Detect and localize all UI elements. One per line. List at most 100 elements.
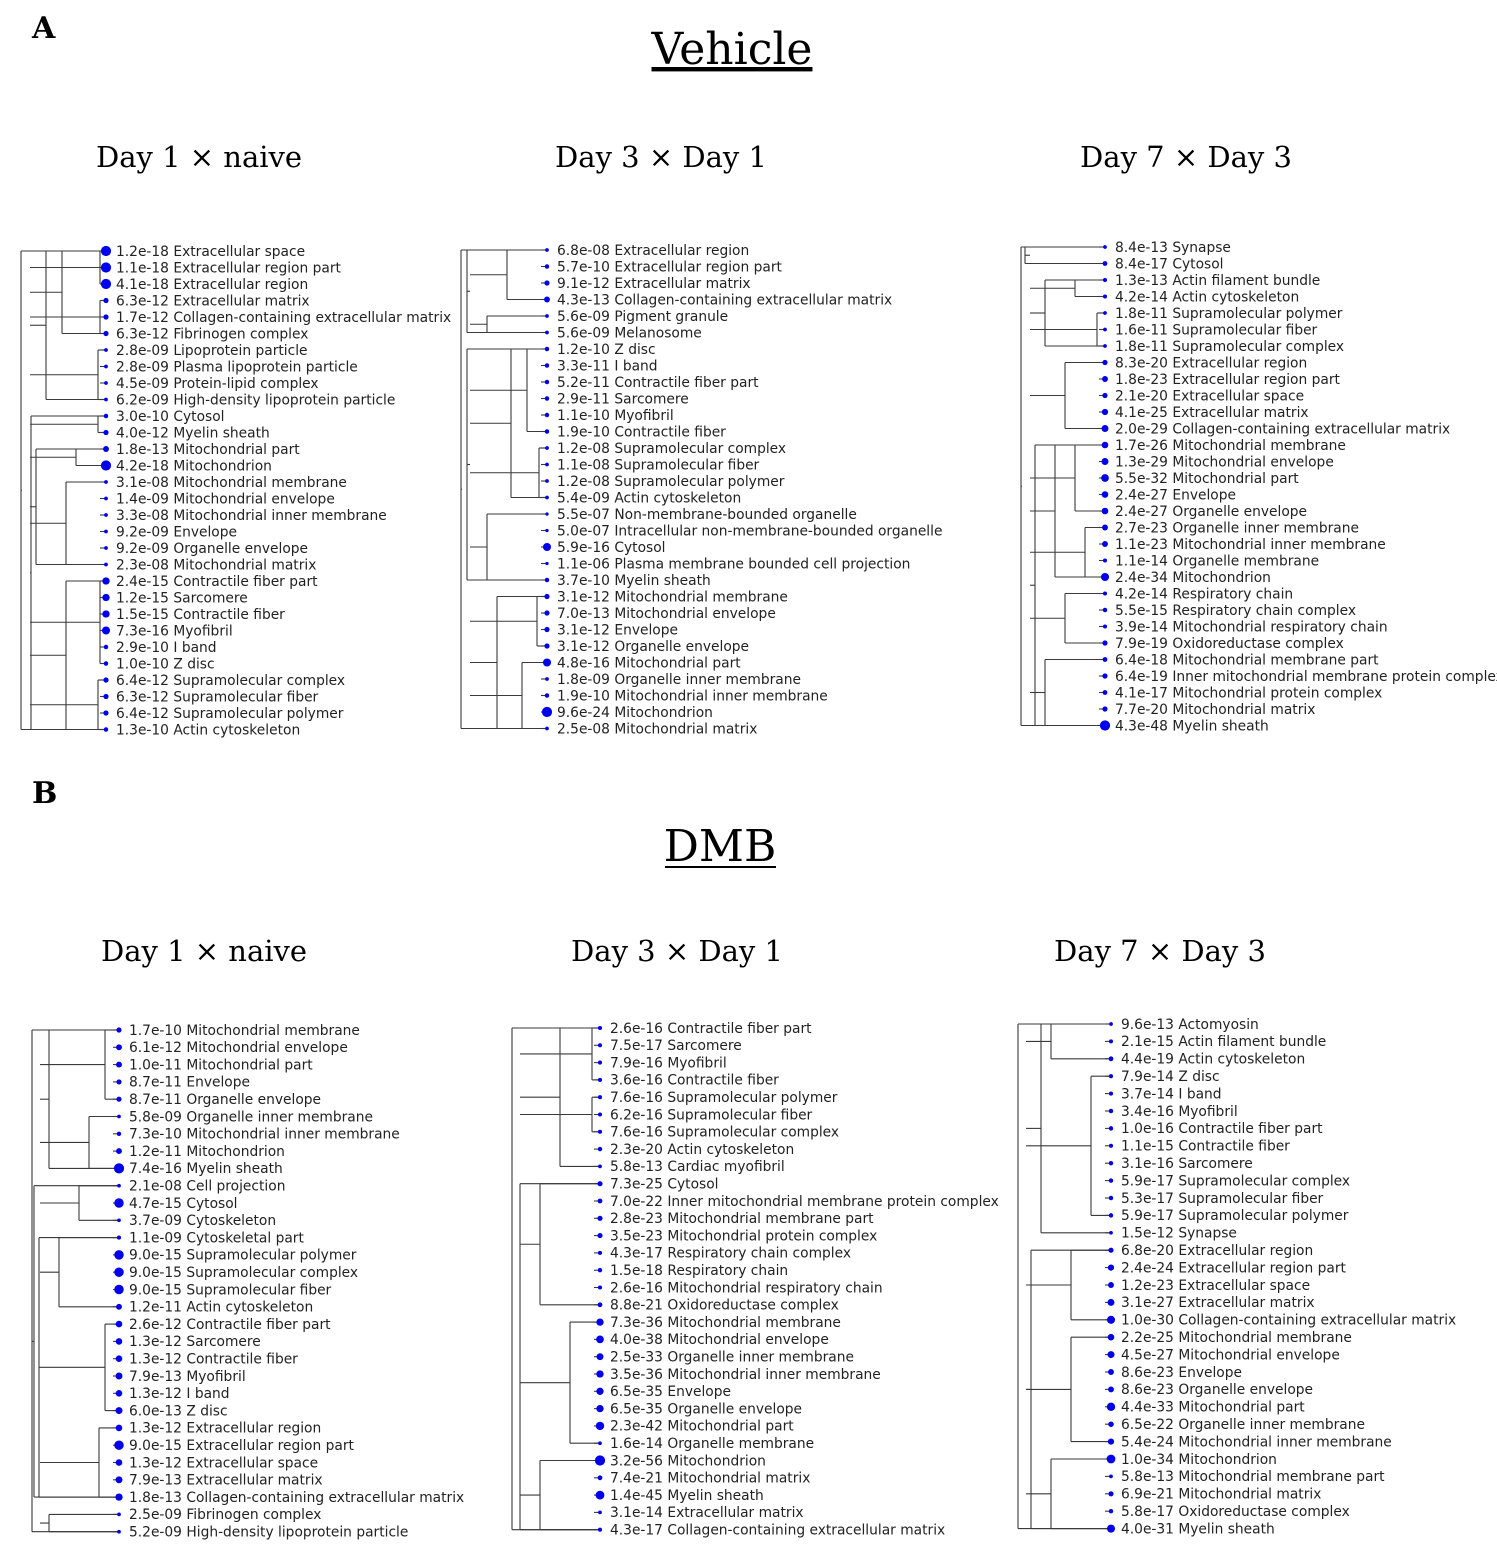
go-term-label: 2.4e-24 Extracellular region part — [1121, 1260, 1347, 1276]
significance-dot — [545, 330, 549, 335]
p-value: 2.4e-27 — [1115, 504, 1172, 520]
go-term-label: 1.1e-14 Organelle membrane — [1115, 553, 1319, 569]
go-term-name: Mitochondrial matrix — [1178, 1487, 1321, 1503]
significance-dot — [545, 314, 549, 318]
go-term-name: Collagen-containing extracellular matrix — [186, 1490, 464, 1506]
significance-dot — [1101, 474, 1109, 482]
significance-dot — [104, 397, 108, 402]
go-term-name: Supramolecular polymer — [1178, 1208, 1348, 1224]
go-term-label: 5.8e-17 Oxidoreductase complex — [1121, 1504, 1350, 1520]
significance-dot — [597, 1095, 603, 1100]
go-term-name: Lipoprotein particle — [173, 343, 307, 359]
p-value: 4.8e-16 — [557, 655, 614, 671]
go-term-name: Inner mitochondrial membrane protein com… — [1172, 669, 1497, 685]
significance-dot — [544, 346, 550, 352]
go-term-name: Mitochondrial membrane part — [1178, 1469, 1385, 1485]
go-term-name: Organelle envelope — [1172, 504, 1307, 520]
go-term-name: Contractile fiber part — [186, 1317, 331, 1333]
go-term-name: Supramolecular fiber — [667, 1107, 812, 1123]
p-value: 6.9e-21 — [1121, 1487, 1178, 1503]
go-term-label: 8.3e-20 Extracellular region — [1115, 355, 1307, 371]
significance-dot — [1108, 1369, 1114, 1375]
significance-dot — [1108, 1178, 1114, 1183]
significance-dot — [545, 446, 549, 450]
go-term-name: Plasma membrane bounded cell projection — [614, 556, 910, 572]
go-term-name: Contractile fiber — [614, 424, 726, 440]
p-value: 4.2e-14 — [1115, 289, 1172, 305]
go-term-label: 8.4e-13 Synapse — [1115, 240, 1231, 256]
significance-dot — [115, 1407, 123, 1415]
go-term-name: Synapse — [1178, 1226, 1237, 1242]
p-value: 3.0e-10 — [116, 409, 173, 425]
go-term-name: Collagen-containing extracellular matrix — [1172, 421, 1450, 437]
go-term-name: Extracellular region — [1172, 355, 1307, 371]
p-value: 9.2e-09 — [116, 524, 173, 540]
go-term-label: 7.9e-13 Extracellular matrix — [129, 1473, 323, 1489]
go-term-label: 1.9e-10 Mitochondrial inner membrane — [557, 688, 828, 704]
go-term-label: 5.2e-09 High-density lipoprotein particl… — [129, 1525, 408, 1541]
p-value: 4.4e-19 — [1121, 1052, 1178, 1068]
p-value: 2.9e-11 — [557, 391, 614, 407]
go-term-name: Myofibril — [667, 1055, 726, 1071]
p-value: 4.7e-15 — [129, 1196, 186, 1212]
significance-dot — [116, 1096, 122, 1102]
go-term-name: Sarcomere — [186, 1334, 260, 1350]
go-term-label: 3.7e-10 Myelin sheath — [557, 573, 711, 589]
significance-dot — [597, 1129, 603, 1134]
go-term-label: 1.4e-09 Mitochondrial envelope — [116, 491, 335, 507]
go-term-label: 4.5e-09 Protein-lipid complex — [116, 376, 319, 392]
go-term-name: Actin cytoskeleton — [1178, 1052, 1305, 1068]
significance-dot — [1108, 1126, 1114, 1131]
significance-dot — [595, 1421, 605, 1431]
go-term-label: 3.6e-16 Contractile fiber — [610, 1073, 779, 1089]
go-term-label: 3.4e-16 Myofibril — [1121, 1104, 1238, 1120]
go-term-label: 3.5e-36 Mitochondrial inner membrane — [610, 1367, 881, 1383]
go-term-name: Mitochondrion — [1178, 1452, 1277, 1468]
go-term-label: 2.6e-16 Contractile fiber part — [610, 1021, 812, 1037]
go-term-label: 2.8e-23 Mitochondrial membrane part — [610, 1211, 874, 1227]
go-term-name: Actin cytoskeleton — [667, 1142, 794, 1158]
significance-dot — [100, 278, 112, 290]
significance-dot — [1102, 359, 1108, 366]
p-value: 2.8e-23 — [610, 1211, 667, 1227]
significance-dot — [115, 1390, 123, 1397]
significance-dot — [1108, 1195, 1114, 1201]
significance-dot — [1099, 720, 1111, 731]
go-term-name: Mitochondrial protein complex — [667, 1228, 877, 1244]
go-term-label: 2.9e-10 I band — [116, 640, 217, 656]
go-term-name: Collagen-containing extracellular matrix — [173, 310, 451, 326]
go-term-name: Supramolecular complex — [1172, 339, 1344, 355]
go-term-name: Mitochondrial part — [186, 1057, 313, 1073]
go-term-name: Supramolecular polymer — [1172, 306, 1342, 322]
p-value: 6.8e-20 — [1121, 1243, 1178, 1259]
significance-dot — [116, 1027, 122, 1033]
go-term-label: 4.2e-14 Actin cytoskeleton — [1115, 289, 1299, 305]
go-term-label: 4.0e-31 Myelin sheath — [1121, 1521, 1275, 1537]
significance-dot — [104, 348, 108, 352]
go-term-name: Contractile fiber — [173, 607, 285, 623]
p-value: 1.9e-10 — [557, 424, 614, 440]
go-term-name: Mitochondrial envelope — [667, 1332, 828, 1348]
p-value: 3.5e-36 — [610, 1367, 667, 1383]
p-value: 8.6e-23 — [1121, 1365, 1178, 1381]
significance-dot — [597, 1146, 603, 1152]
go-term-name: Mitochondrial membrane — [186, 1023, 360, 1039]
significance-dot — [544, 296, 550, 303]
p-value: 1.3e-10 — [116, 722, 173, 738]
go-term-name: Melanosome — [614, 325, 701, 341]
go-term-label: 1.3e-13 Actin filament bundle — [1115, 273, 1320, 289]
go-term-name: Envelope — [173, 524, 237, 540]
significance-dot — [598, 1164, 602, 1169]
significance-dot — [597, 1060, 603, 1065]
go-term-name: Cell projection — [186, 1179, 285, 1195]
significance-dot — [597, 1181, 603, 1187]
significance-dot — [116, 1303, 122, 1310]
go-term-label: 6.1e-12 Mitochondrial envelope — [129, 1040, 348, 1056]
go-term-label: 1.4e-45 Myelin sheath — [610, 1488, 764, 1504]
go-term-label: 5.4e-09 Actin cytoskeleton — [557, 490, 741, 506]
significance-dot — [545, 462, 549, 467]
go-term-label: 2.4e-27 Envelope — [1115, 487, 1236, 503]
go-term-name: Organelle inner membrane — [1172, 520, 1359, 536]
p-value: 9.1e-12 — [557, 276, 614, 292]
go-term-name: Extracellular region part — [1178, 1260, 1346, 1276]
